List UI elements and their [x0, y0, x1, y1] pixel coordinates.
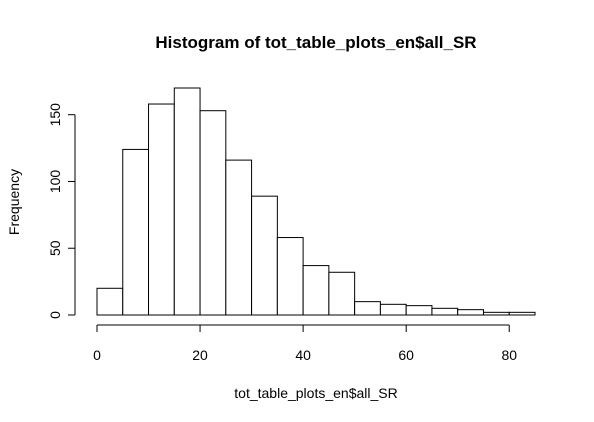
y-axis: 0 50 100 150 — [47, 103, 76, 319]
histogram-bar — [199, 110, 227, 316]
x-tick-label: 0 — [93, 347, 101, 363]
chart-title: Histogram of tot_table_plots_en$all_SR — [155, 33, 476, 52]
histogram-bar — [457, 309, 484, 316]
histogram-bar — [431, 307, 459, 316]
x-tick-label: 60 — [398, 347, 414, 363]
y-tick-label: 50 — [47, 240, 63, 256]
histogram-bar — [173, 87, 201, 316]
histogram-bar — [405, 305, 433, 316]
histogram-bar — [354, 301, 381, 316]
histogram-bar — [379, 303, 407, 316]
x-tick-label: 20 — [192, 347, 208, 363]
histogram-bar — [482, 311, 510, 316]
x-tick-label: 80 — [501, 347, 517, 363]
histogram-bar — [225, 159, 253, 316]
x-axis-label: tot_table_plots_en$all_SR — [234, 385, 397, 401]
histogram-bar — [96, 287, 124, 316]
histogram-bar — [122, 148, 150, 316]
histogram-bar — [148, 103, 175, 316]
y-tick-label: 100 — [47, 170, 63, 194]
bars — [96, 87, 536, 316]
y-tick-label: 0 — [47, 311, 63, 319]
y-axis-label: Frequency — [6, 169, 22, 235]
histogram-bar — [276, 237, 304, 316]
y-tick-label: 150 — [47, 103, 63, 127]
histogram-bar — [508, 311, 536, 316]
histogram-bar — [251, 195, 278, 316]
x-axis: 0 20 40 60 80 — [93, 324, 517, 363]
histogram-bar — [328, 271, 356, 316]
x-tick-label: 40 — [295, 347, 311, 363]
histogram-bar — [302, 265, 330, 316]
